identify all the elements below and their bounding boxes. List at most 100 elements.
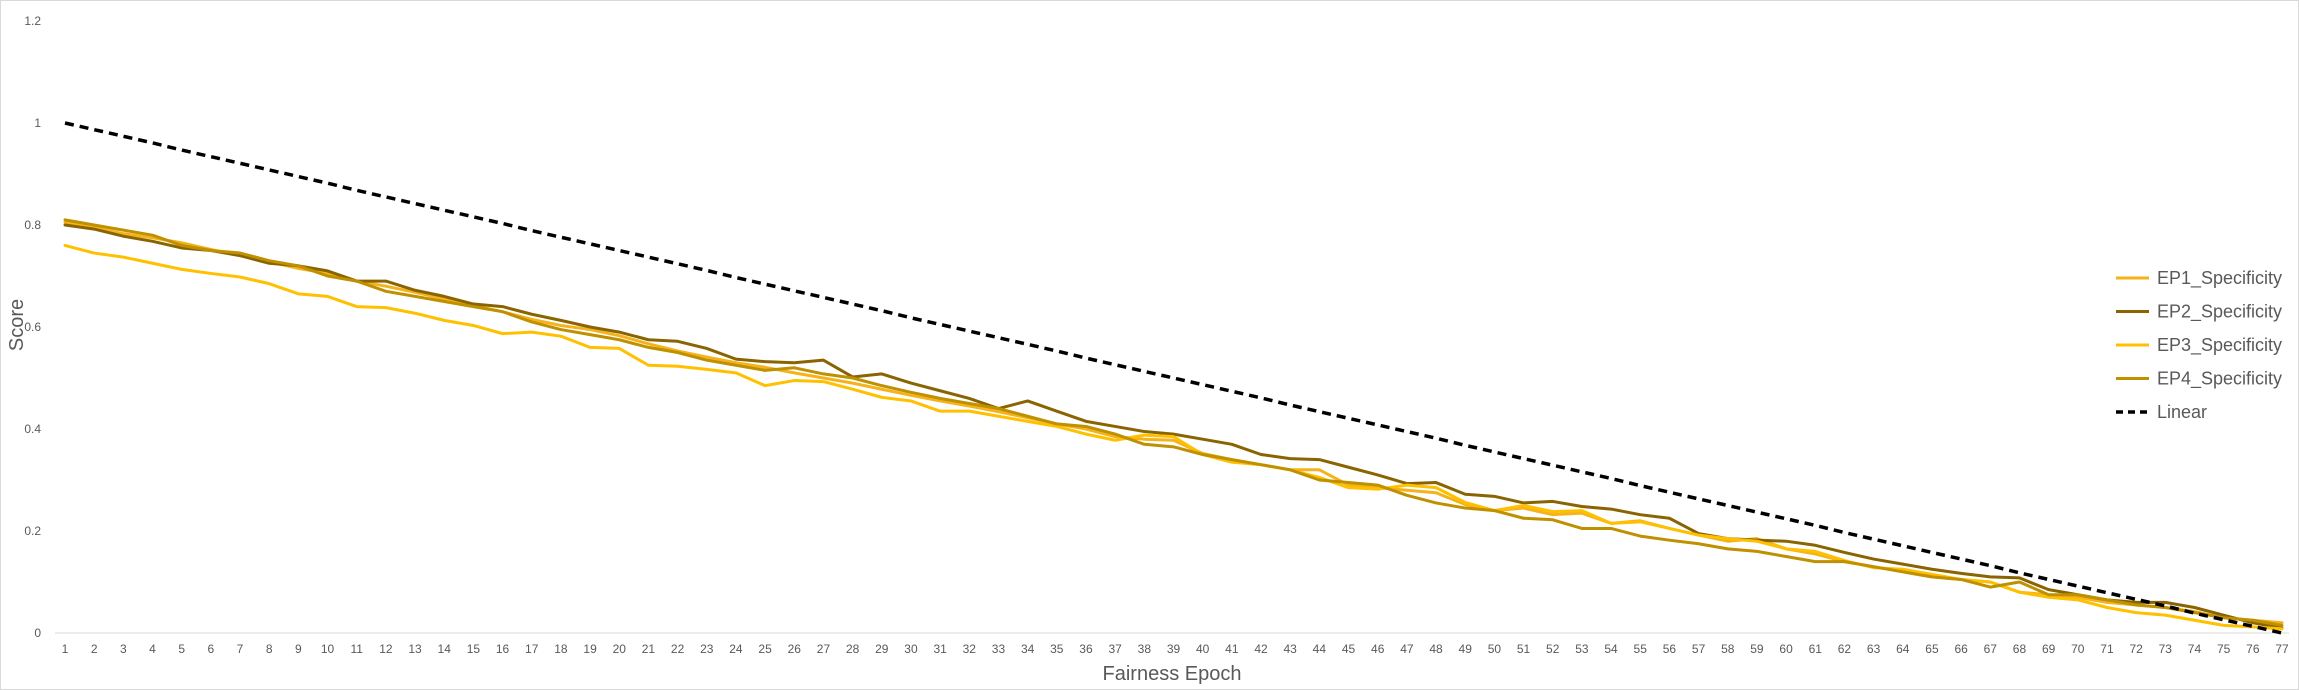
x-tick-label: 32 — [963, 642, 977, 656]
x-tick-label: 18 — [554, 642, 568, 656]
x-tick-label: 52 — [1546, 642, 1560, 656]
y-tick-label: 1 — [34, 116, 41, 130]
x-tick-label: 68 — [2013, 642, 2027, 656]
series-lines — [63, 121, 2284, 635]
x-tick-label: 72 — [2129, 642, 2143, 656]
x-tick-label: 3 — [120, 642, 127, 656]
x-tick-label: 22 — [671, 642, 685, 656]
x-tick-label: 57 — [1692, 642, 1706, 656]
x-axis-title: Fairness Epoch — [1103, 663, 1242, 685]
x-tick-label: 8 — [266, 642, 273, 656]
legend-label: EP2_Specificity — [2157, 302, 2282, 323]
x-tick-label: 16 — [496, 642, 510, 656]
x-tick-label: 76 — [2246, 642, 2260, 656]
y-tick-label: 0.8 — [24, 218, 41, 232]
y-tick-label: 0.2 — [24, 524, 41, 538]
x-tick-label: 42 — [1254, 642, 1268, 656]
x-tick-label: 39 — [1167, 642, 1181, 656]
x-tick-label: 7 — [237, 642, 244, 656]
x-tick-label: 2 — [91, 642, 98, 656]
x-tick-label: 53 — [1575, 642, 1589, 656]
series-line-ep3-specificity — [63, 243, 2284, 631]
x-tick-label: 46 — [1371, 642, 1385, 656]
x-tick-label: 20 — [613, 642, 627, 656]
x-tick-label: 25 — [758, 642, 772, 656]
x-tick-label: 28 — [846, 642, 860, 656]
series-line-ep2-specificity — [63, 223, 2284, 630]
x-tick-label: 5 — [178, 642, 185, 656]
x-tick-label: 77 — [2275, 642, 2289, 656]
x-tick-label: 24 — [729, 642, 743, 656]
y-axis-title: Score — [6, 299, 28, 351]
x-tick-label: 49 — [1459, 642, 1473, 656]
x-tick-label: 55 — [1634, 642, 1648, 656]
x-tick-labels: 1 2 3 4 5 6 7 8 9 10 11 12 13 14 15 16 17 18 19 20 21 22 23 24 2… — [62, 642, 2289, 656]
x-tick-label: 64 — [1896, 642, 1910, 656]
x-tick-label: 51 — [1517, 642, 1531, 656]
x-tick-label: 23 — [700, 642, 714, 656]
x-tick-label: 9 — [295, 642, 302, 656]
legend: EP1_Specificity EP2_Specificity EP3_Specif… — [2116, 268, 2282, 422]
x-tick-label: 38 — [1138, 642, 1152, 656]
x-tick-label: 74 — [2188, 642, 2202, 656]
x-tick-label: 19 — [583, 642, 597, 656]
x-tick-label: 31 — [933, 642, 947, 656]
x-tick-label: 6 — [208, 642, 215, 656]
y-tick-labels: 0 0.2 0.4 0.6 0.8 1 1.2 — [24, 14, 41, 640]
x-tick-label: 11 — [350, 642, 363, 656]
x-tick-label: 67 — [1984, 642, 1998, 656]
x-tick-label: 26 — [788, 642, 802, 656]
x-tick-label: 56 — [1663, 642, 1677, 656]
x-tick-label: 10 — [321, 642, 335, 656]
x-tick-label: 71 — [2100, 642, 2114, 656]
x-tick-label: 61 — [1809, 642, 1823, 656]
y-tick-label: 0.6 — [24, 320, 41, 334]
x-tick-label: 37 — [1108, 642, 1122, 656]
x-tick-label: 41 — [1225, 642, 1239, 656]
x-tick-label: 14 — [438, 642, 452, 656]
x-tick-label: 30 — [904, 642, 918, 656]
x-tick-label: 21 — [642, 642, 656, 656]
series-line-linear — [64, 121, 2283, 635]
legend-label: EP4_Specificity — [2157, 369, 2282, 390]
x-tick-label: 35 — [1050, 642, 1064, 656]
x-tick-label: 33 — [992, 642, 1006, 656]
x-tick-label: 45 — [1342, 642, 1356, 656]
y-tick-label: 1.2 — [24, 14, 41, 28]
x-tick-label: 65 — [1925, 642, 1939, 656]
x-tick-label: 58 — [1721, 642, 1735, 656]
x-tick-label: 73 — [2159, 642, 2173, 656]
x-tick-label: 50 — [1488, 642, 1502, 656]
x-tick-label: 1 — [62, 642, 69, 656]
x-tick-label: 43 — [1284, 642, 1298, 656]
x-tick-label: 62 — [1838, 642, 1852, 656]
x-tick-label: 15 — [467, 642, 481, 656]
x-tick-label: 69 — [2042, 642, 2056, 656]
x-tick-label: 34 — [1021, 642, 1035, 656]
x-tick-label: 36 — [1079, 642, 1093, 656]
x-tick-label: 4 — [149, 642, 156, 656]
x-tick-label: 48 — [1429, 642, 1443, 656]
series-line-ep1-specificity — [63, 220, 2284, 625]
x-tick-label: 13 — [408, 642, 422, 656]
x-tick-label: 75 — [2217, 642, 2231, 656]
x-tick-label: 27 — [817, 642, 831, 656]
x-tick-label: 44 — [1313, 642, 1327, 656]
x-tick-label: 59 — [1750, 642, 1764, 656]
legend-label: Linear — [2157, 402, 2207, 422]
y-tick-label: 0 — [34, 626, 41, 640]
series-line-ep4-specificity — [63, 218, 2284, 627]
x-tick-label: 70 — [2071, 642, 2085, 656]
x-tick-label: 60 — [1779, 642, 1793, 656]
legend-label: EP3_Specificity — [2157, 335, 2282, 356]
legend-label: EP1_Specificity — [2157, 268, 2282, 289]
x-tick-label: 12 — [379, 642, 393, 656]
x-tick-label: 63 — [1867, 642, 1881, 656]
x-tick-label: 17 — [525, 642, 539, 656]
x-tick-label: 66 — [1954, 642, 1968, 656]
y-tick-label: 0.4 — [24, 422, 41, 436]
x-tick-label: 29 — [875, 642, 889, 656]
x-tick-label: 40 — [1196, 642, 1210, 656]
